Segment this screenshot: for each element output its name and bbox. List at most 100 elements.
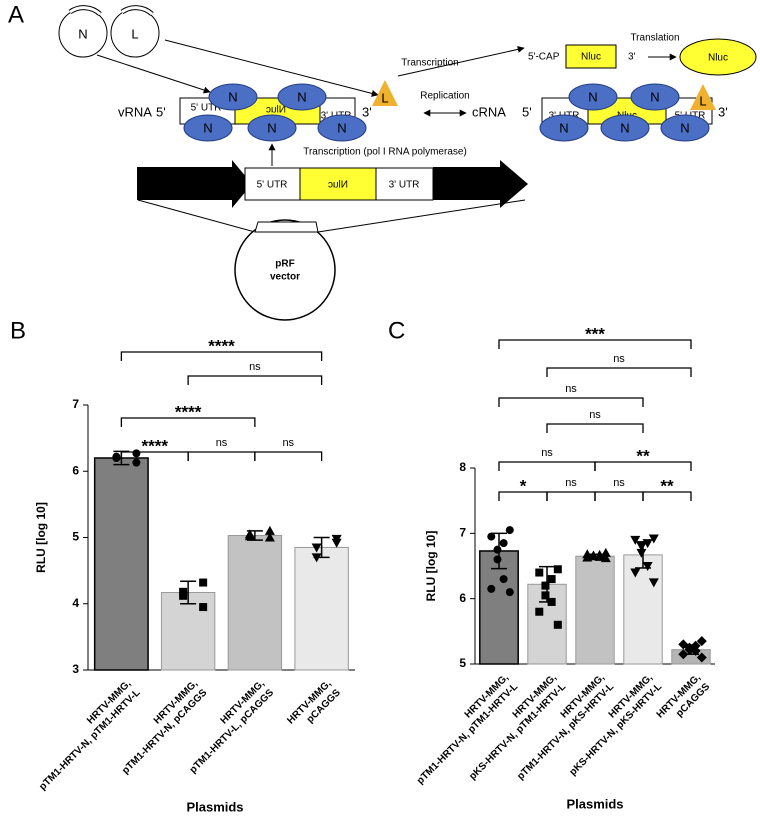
process-label: Transcription (401, 58, 458, 69)
data-point (199, 578, 208, 587)
strand-end: 5' (156, 104, 166, 119)
data-point (630, 535, 641, 545)
significance-label: ns (282, 437, 294, 449)
significance-bracket (546, 367, 692, 377)
protein-label: N (620, 120, 629, 135)
data-point (648, 578, 659, 588)
data-point (199, 603, 208, 612)
y-tick-label: 4 (72, 596, 79, 610)
mrna-end: 3' (628, 52, 636, 63)
x-axis-label: Plasmids (566, 796, 623, 811)
polymerase-label: L (381, 90, 388, 105)
significance-bracket (498, 461, 596, 471)
significance-label: **** (208, 336, 235, 355)
data-point (311, 543, 322, 553)
protein (539, 114, 589, 142)
significance-bracket (120, 351, 323, 361)
data-point (600, 553, 611, 563)
data-point (499, 575, 508, 584)
bar (575, 555, 615, 665)
y-tick-label: 8 (459, 460, 466, 474)
y-tick-label: 7 (459, 526, 466, 540)
data-point (264, 525, 275, 535)
bar (93, 457, 149, 671)
terminator (433, 160, 528, 208)
data-point (642, 562, 653, 571)
bar (479, 550, 519, 665)
significance-label: ns (249, 361, 261, 373)
data-point (505, 588, 514, 597)
y-axis-label: RLU [log 10] (424, 531, 438, 602)
panel-a: A N L vRNA 5' 5' UTR Nluc 3' UTR 3' N N … (8, 1, 757, 321)
data-point (678, 649, 689, 660)
data-point (535, 607, 544, 616)
protein-label: N (297, 89, 306, 104)
data-point (648, 534, 659, 544)
data-point (547, 575, 556, 584)
data-point (588, 551, 599, 561)
polymerase (690, 84, 716, 110)
data-point (132, 458, 141, 467)
significance-label: ns (216, 437, 228, 449)
protein-label: N (228, 89, 237, 104)
data-point (179, 591, 188, 600)
mrna-orf-label: Nluc (581, 52, 601, 63)
data-point (493, 555, 502, 564)
x-tick-label-line: pTM1-HRTV-N, pTM1-HRTV-L (415, 681, 520, 786)
significance-bracket (254, 451, 323, 461)
segment (299, 167, 377, 201)
protein-label: N (680, 120, 689, 135)
strand-end: 3' (718, 104, 728, 119)
polymerase (372, 80, 398, 106)
significance-bracket (594, 491, 644, 501)
data-point (505, 526, 514, 535)
x-tick-label: HRTV-MMG,pCAGGS (655, 672, 713, 720)
data-point (244, 529, 255, 539)
chart: C 5 6 7 8 HRTV-MMG,pTM1-HRTV-N, pTM1-HRTV-L HR… (388, 317, 715, 811)
protein-label: N (337, 120, 346, 135)
vector-insert (254, 221, 319, 233)
data-point (636, 542, 647, 552)
significance-bracket (546, 423, 644, 433)
significance-bracket (498, 339, 692, 349)
data-point (594, 551, 605, 561)
y-tick-label: 6 (72, 463, 79, 477)
data-point (487, 584, 496, 593)
connector (317, 199, 526, 233)
segment-label: 5' UTR (191, 103, 222, 114)
protein (660, 114, 710, 142)
protein (277, 83, 327, 111)
protein-label: N (203, 120, 212, 135)
data-point (493, 545, 502, 554)
terminator-label: terminator (443, 183, 502, 198)
protein-label: N (559, 120, 568, 135)
x-tick-label-line: pTM1-HRTV-N, pTM1-HRTV-L (37, 687, 142, 792)
data-point (630, 568, 641, 578)
significance-bracket (187, 375, 323, 385)
strand-end: 5' (522, 104, 532, 119)
strand-end: 3' (362, 104, 372, 119)
data-point (541, 591, 550, 600)
data-point (696, 636, 707, 647)
segment-label: 5' UTR (257, 180, 288, 191)
significance-bracket (187, 451, 256, 461)
strand-label: cRNA (472, 104, 506, 119)
significance-bracket (546, 491, 596, 501)
data-point (331, 538, 342, 548)
connector (137, 199, 256, 233)
significance-label: ns (565, 477, 577, 489)
data-point (499, 539, 508, 548)
promoter-label: pol I promoter (150, 175, 231, 190)
data-point (264, 532, 275, 542)
panel-label: A (8, 1, 24, 28)
data-point (547, 597, 556, 606)
significance-label: ** (636, 446, 650, 465)
x-tick-label: HRTV-MMG,pCAGGS (285, 678, 343, 726)
plasmid-label: N (78, 26, 87, 41)
protein (317, 114, 367, 142)
arrow (397, 45, 525, 77)
significance-label: * (520, 476, 527, 495)
protein (183, 114, 233, 142)
protein (600, 114, 650, 142)
